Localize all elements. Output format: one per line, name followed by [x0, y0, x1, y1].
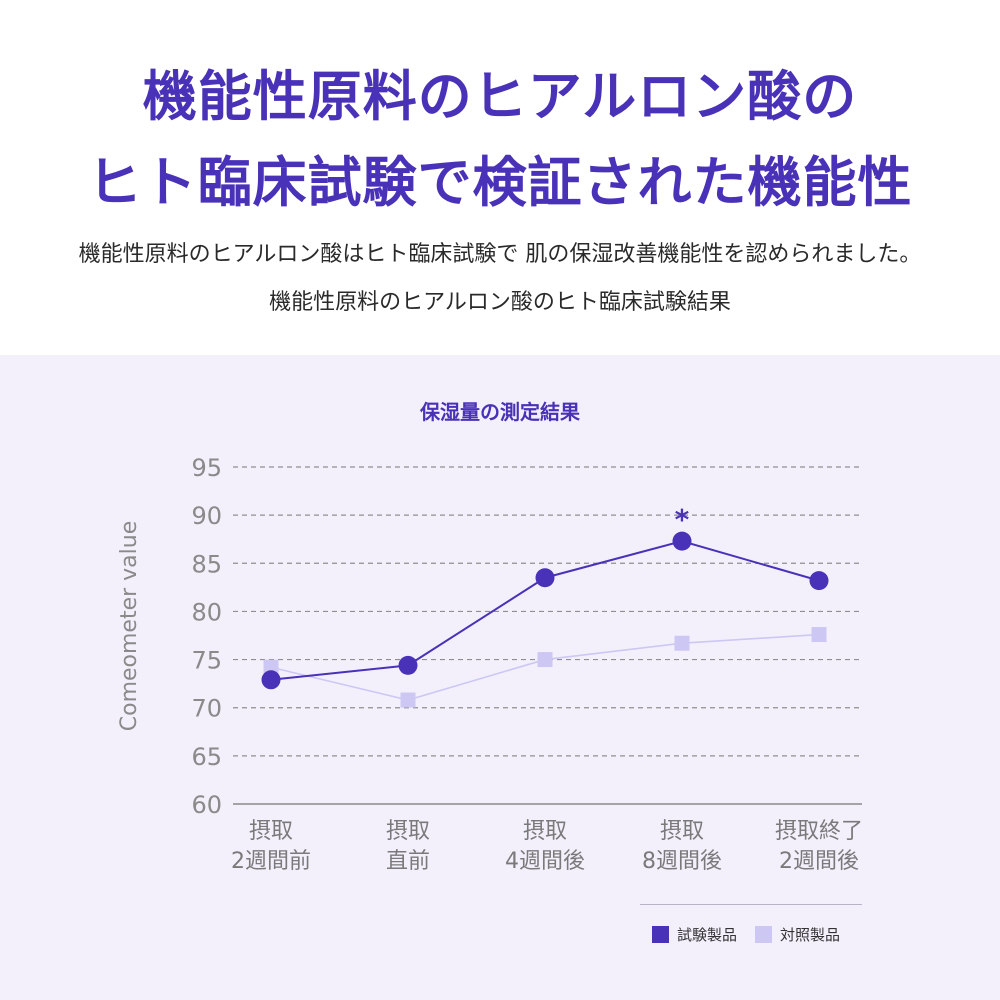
x-tick-label-line: 2週間前 [231, 849, 311, 874]
legend-swatch-test [652, 926, 669, 943]
x-tick-label-line: 摂取 [660, 819, 704, 844]
description-text: 機能性原料のヒアルロン酸はヒト臨床試験で 肌の保湿改善機能性を認められました。 [78, 242, 922, 267]
series-lines [270, 540, 820, 701]
legend-label-control: 対照製品 [780, 926, 841, 944]
headline-line-1: 機能性原料のヒアルロン酸の [142, 65, 858, 128]
data-point-control [811, 627, 827, 643]
y-tick-label: 70 [191, 695, 222, 723]
chart-title: 保湿量の測定結果 [420, 400, 580, 424]
legend-item-control: 対照製品 [755, 924, 840, 945]
x-tick-label-line: 直前 [386, 849, 430, 874]
x-tick-label-line: 4週間後 [505, 849, 585, 874]
chart-gridlines [233, 466, 862, 805]
result-caption: 機能性原料のヒアルロン酸のヒト臨床試験結果 [269, 290, 731, 315]
series-line-control [270, 633, 820, 701]
y-axis-label: Comeometer value [117, 521, 142, 732]
chart-panel [0, 355, 1000, 1000]
data-point-test [535, 568, 555, 588]
chart-annotations: * [675, 503, 690, 536]
chart-legend: 試験製品 対照製品 [652, 924, 840, 945]
y-tick-label: 75 [191, 647, 222, 675]
x-tick-label-line: 8週間後 [642, 849, 722, 874]
hero-section [0, 0, 1000, 355]
x-tick-label-line: 摂取 [249, 819, 293, 844]
data-point-test [261, 670, 281, 690]
x-tick-label-line: 摂取終了 [775, 819, 863, 844]
y-tick-label: 65 [191, 743, 222, 771]
x-tick-label-line: 摂取 [523, 819, 567, 844]
y-tick-label: 90 [191, 502, 222, 530]
series-points [261, 531, 829, 708]
y-tick-label: 85 [191, 550, 222, 578]
data-point-test [672, 531, 692, 551]
x-tick-label: 摂取 4週間後 [505, 819, 585, 874]
legend-label-test: 試験製品 [677, 926, 738, 944]
legend-divider [640, 904, 862, 905]
significance-marker: * [675, 503, 690, 536]
legend-item-test: 試験製品 [652, 924, 737, 945]
y-tick-label: 80 [191, 598, 222, 626]
data-point-control [263, 659, 279, 675]
data-point-test [398, 655, 418, 675]
y-tick-labels: 95 90 85 80 75 70 65 60 [191, 454, 222, 819]
data-point-control [537, 652, 553, 668]
legend-swatch-control [755, 926, 773, 943]
headline-line-2: ヒト臨床試験で検証された機能性 [87, 151, 913, 214]
y-tick-label: 95 [191, 454, 222, 482]
x-tick-label: 摂取終了 2週間後 [775, 819, 863, 874]
x-tick-label-line: 2週間後 [779, 849, 859, 874]
x-tick-label: 摂取 2週間前 [231, 819, 311, 874]
data-point-test [809, 571, 829, 591]
x-tick-label-line: 摂取 [386, 819, 430, 844]
x-tick-label: 摂取 8週間後 [642, 819, 722, 874]
x-tick-label: 摂取直前 [386, 819, 430, 874]
data-point-control [400, 692, 416, 708]
y-tick-label: 60 [191, 791, 222, 819]
data-point-control [674, 635, 690, 651]
